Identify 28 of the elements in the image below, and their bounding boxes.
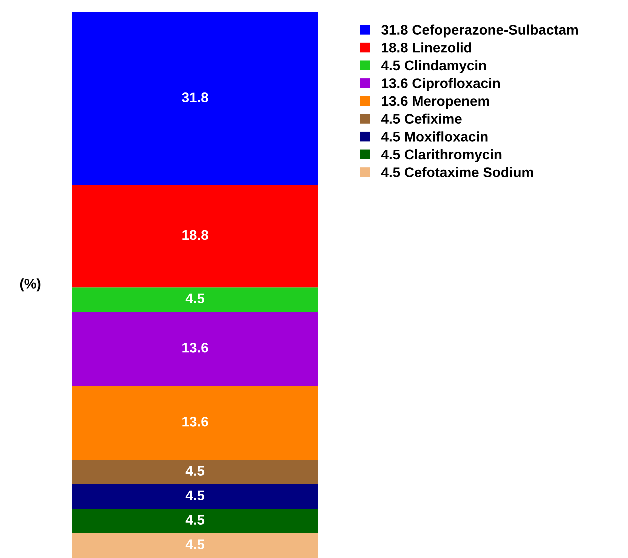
- data-label: 4.5: [186, 540, 205, 550]
- legend-label: 4.5 Clindamycin: [381, 60, 486, 74]
- bar: [72, 509, 318, 534]
- bar: [72, 386, 318, 460]
- y-axis-title: (%): [20, 278, 41, 292]
- legend-label: 4.5 Cefixime: [381, 114, 462, 124]
- legend-label: 4.5 Moxifloxacin: [381, 132, 488, 142]
- data-label: 4.5: [186, 466, 205, 476]
- bar: [72, 288, 318, 312]
- data-label: 13.6: [182, 342, 208, 353]
- legend-label: 4.5 Cefotaxime Sodium: [381, 167, 534, 178]
- legend-label: 18.8 Linezolid: [382, 42, 472, 53]
- bar: [72, 484, 318, 510]
- legend-label: 13.6 Ciprofloxacin: [382, 78, 500, 92]
- legend-label: 4.5 Clarithromycin: [381, 149, 502, 162]
- bar: [72, 460, 318, 485]
- legend-label: 31.8 Cefoperazone-Sulbactam: [382, 24, 578, 38]
- legend-label: 13.6 Meropenem: [382, 96, 490, 109]
- data-label: 13.6: [182, 416, 208, 427]
- data-label: 4.5: [186, 515, 205, 525]
- bar: [72, 12, 318, 186]
- data-label: 4.5: [186, 490, 205, 501]
- data-label: 31.8: [182, 92, 208, 103]
- data-label: 18.8: [182, 230, 208, 240]
- bar: [72, 185, 318, 288]
- bar: [72, 312, 318, 386]
- data-label: 4.5: [186, 294, 205, 304]
- bar: [72, 534, 318, 558]
